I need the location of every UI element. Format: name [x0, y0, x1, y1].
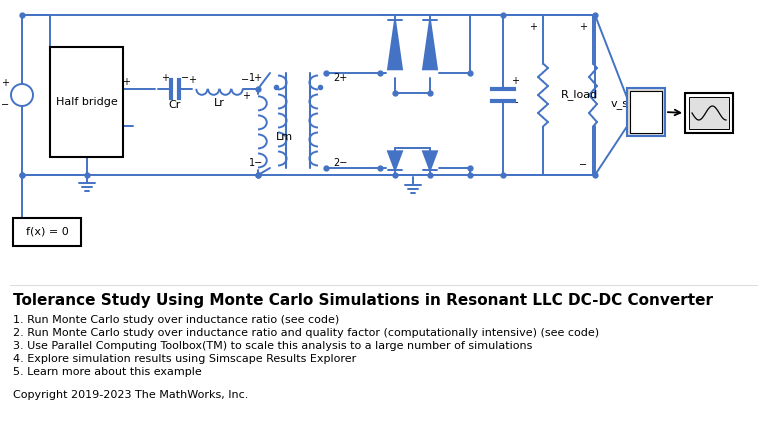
- Text: v_sensor: v_sensor: [611, 100, 660, 110]
- Text: 1+: 1+: [249, 73, 263, 83]
- Text: +: +: [242, 91, 250, 101]
- Text: +: +: [511, 76, 519, 86]
- Polygon shape: [388, 151, 402, 170]
- Text: −: −: [579, 160, 587, 170]
- Bar: [50, 47, 123, 157]
- Polygon shape: [423, 20, 437, 69]
- Text: −: −: [18, 96, 25, 104]
- Text: −: −: [1, 100, 9, 110]
- Text: f(x) = 0: f(x) = 0: [25, 227, 68, 237]
- Text: +: +: [579, 22, 587, 32]
- Text: Copyright 2019-2023 The MathWorks, Inc.: Copyright 2019-2023 The MathWorks, Inc.: [13, 390, 249, 400]
- Text: +: +: [642, 95, 650, 105]
- Text: −: −: [642, 119, 650, 129]
- Text: −: −: [241, 75, 249, 85]
- Text: 4. Explore simulation results using Simscape Results Explorer: 4. Explore simulation results using Sims…: [13, 354, 356, 364]
- Text: 1: 1: [642, 110, 650, 123]
- Text: +: +: [161, 73, 169, 83]
- Text: +: +: [18, 87, 25, 96]
- Text: 1. Run Monte Carlo study over inductance ratio (see code): 1. Run Monte Carlo study over inductance…: [13, 315, 339, 325]
- Text: −: −: [511, 98, 519, 108]
- Text: 2−: 2−: [333, 158, 347, 168]
- Text: 1−: 1−: [249, 158, 263, 168]
- Text: 2+: 2+: [333, 73, 347, 83]
- Circle shape: [11, 84, 33, 106]
- Text: 2. Run Monte Carlo study over inductance ratio and quality factor (computational: 2. Run Monte Carlo study over inductance…: [13, 328, 599, 338]
- Text: 3. Use Parallel Computing Toolbox(TM) to scale this analysis to a large number o: 3. Use Parallel Computing Toolbox(TM) to…: [13, 341, 532, 351]
- Text: Lm: Lm: [276, 132, 293, 142]
- Bar: [689, 97, 729, 129]
- Bar: [13, 218, 81, 246]
- Text: Tolerance Study Using Monte Carlo Simulations in Resonant LLC DC-DC Converter: Tolerance Study Using Monte Carlo Simula…: [13, 293, 713, 308]
- Text: Lr: Lr: [214, 98, 225, 108]
- Text: Half bridge: Half bridge: [56, 97, 117, 107]
- Text: +: +: [1, 78, 9, 88]
- Polygon shape: [423, 151, 437, 170]
- Text: 5. Learn more about this example: 5. Learn more about this example: [13, 367, 202, 377]
- Text: −: −: [181, 73, 189, 83]
- Text: +: +: [529, 22, 537, 32]
- Text: Cr: Cr: [169, 100, 181, 110]
- Text: +: +: [188, 75, 196, 85]
- Bar: [685, 93, 733, 133]
- Polygon shape: [388, 20, 402, 69]
- Bar: [627, 88, 665, 136]
- Bar: [630, 91, 662, 133]
- Text: R_load: R_load: [561, 90, 598, 101]
- Text: +: +: [122, 77, 130, 87]
